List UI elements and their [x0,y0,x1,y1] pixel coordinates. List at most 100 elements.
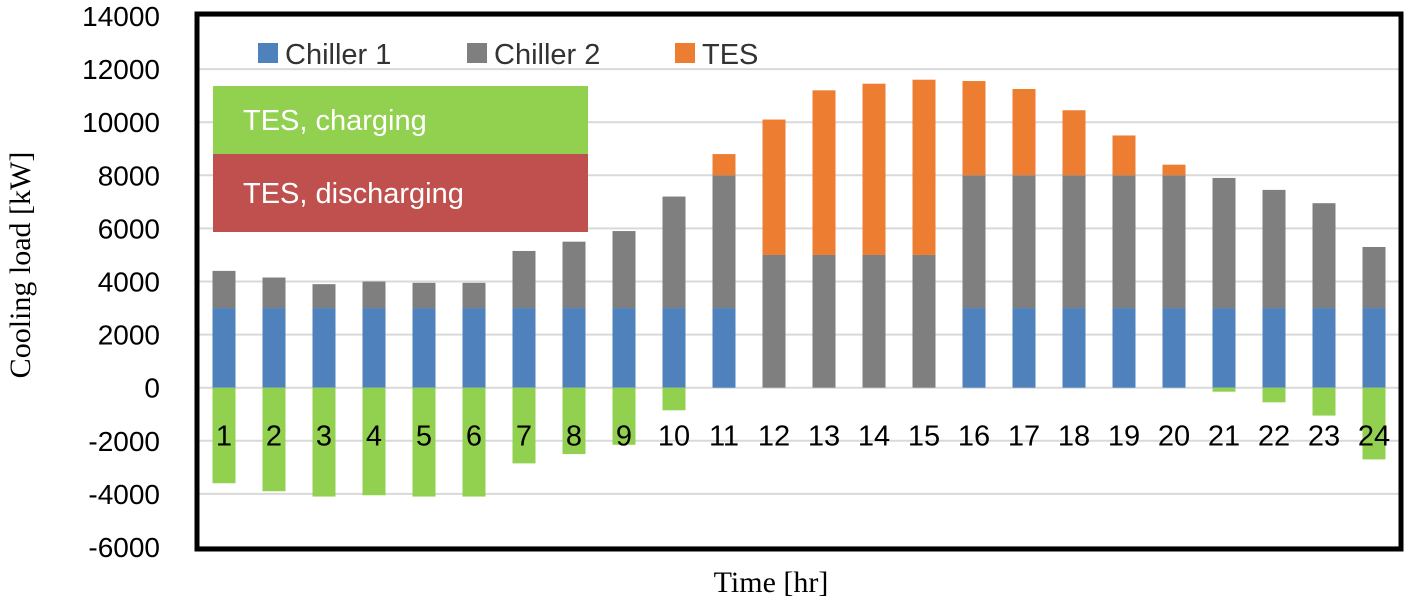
bar-segment [212,270,236,309]
bar-segment [712,175,736,309]
x-axis-title: Time [hr] [714,566,829,599]
bar-segment [612,308,636,388]
category-label: 2 [266,421,282,453]
category-label: 11 [709,421,739,453]
bar-segment [562,387,586,455]
category-label: 14 [858,421,890,453]
category-label: 7 [516,421,532,453]
y-tick-label: 6000 [98,213,160,244]
bar-segment [1062,308,1086,388]
annotation-label: TES, charging [243,105,427,137]
annotation-label: TES, discharging [243,178,464,210]
bar-segment [362,308,386,388]
category-label: 21 [1208,421,1240,453]
legend-label: TES [702,39,758,71]
bar-segment [1112,308,1136,388]
bar-segment [312,284,336,309]
bar-segment [1162,164,1186,176]
bar-segment [712,308,736,388]
y-tick-label: 2000 [98,320,160,351]
bar-segment [862,254,886,388]
bar-segment [1262,387,1286,403]
bar-segment [1112,175,1136,309]
bar-segment [962,175,986,309]
bar-segment [1262,308,1286,388]
bar-segment [1362,308,1386,388]
y-tick-label: 4000 [98,267,160,298]
category-label: 23 [1308,421,1340,453]
legend-swatch [675,43,695,63]
bar-segment [312,308,336,388]
category-label: 17 [1008,421,1040,453]
bar-segment [662,308,686,388]
bar-segment [812,90,836,255]
bar-segment [962,308,986,388]
category-label: 19 [1108,421,1140,453]
bar-segment [812,254,836,388]
annotation-boxes: TES, charging TES, discharging [213,86,588,232]
bar-segment [462,387,486,497]
bar-segment [462,282,486,309]
bar-segment [662,387,686,411]
bar-segment [562,308,586,388]
bar-segment [1062,175,1086,309]
bar-segment [262,308,286,388]
bar-segment [1312,203,1336,309]
y-tick-label: 12000 [82,54,160,85]
y-tick-label: 14000 [82,1,160,32]
bar-segment [1312,308,1336,388]
annotation-box [213,154,588,232]
bar-segment [762,119,786,255]
legend-label: Chiller 2 [494,39,600,71]
bar-segment [1162,308,1186,388]
category-label: 16 [958,421,990,453]
bar-segment [962,81,986,176]
y-tick-label: 8000 [98,160,160,191]
bar-segment [1162,175,1186,309]
category-label: 6 [466,421,482,453]
bar-segment [1262,189,1286,309]
plot-frame [194,11,1404,552]
bar-segment [462,308,486,388]
y-tick-label: 0 [144,373,160,404]
bar-segment [1212,177,1236,309]
bar-segment [1362,246,1386,309]
bar-segment [262,277,286,309]
y-tick-label: -2000 [88,426,160,457]
y-axis-title: Cooling load [kW] [4,152,37,379]
category-label: 22 [1258,421,1290,453]
bar-segment [362,387,386,496]
bar-segment [1362,387,1386,460]
bar-segment [212,308,236,388]
bar-segment [512,308,536,388]
category-label: 1 [216,421,232,453]
y-tick-label: 10000 [82,107,160,138]
category-label: 15 [908,421,940,453]
category-label: 3 [316,421,332,453]
bar-segment [1062,110,1086,176]
legend-label: Chiller 1 [285,39,391,71]
legend-swatch [258,43,278,63]
category-label: 20 [1158,421,1190,453]
bar-segment [412,387,436,497]
bar-segment [512,387,536,464]
bar-segment [1312,387,1336,416]
bar-segment [712,154,736,176]
bar-segment [212,387,236,484]
bar-segment [762,254,786,388]
category-label: 18 [1058,421,1090,453]
category-label: 4 [366,421,382,453]
category-label: 9 [616,421,632,453]
bar-segment [1012,308,1036,388]
bar-segment [912,79,936,255]
bar-segment [1212,387,1236,392]
bar-segment [1012,89,1036,176]
bar-segment [262,387,286,492]
bar-segment [1012,175,1036,309]
bar-segment [862,83,886,255]
category-label: 24 [1358,421,1390,453]
annotation-box [213,86,588,154]
bar-segment [412,308,436,388]
bar-segment [1212,308,1236,388]
